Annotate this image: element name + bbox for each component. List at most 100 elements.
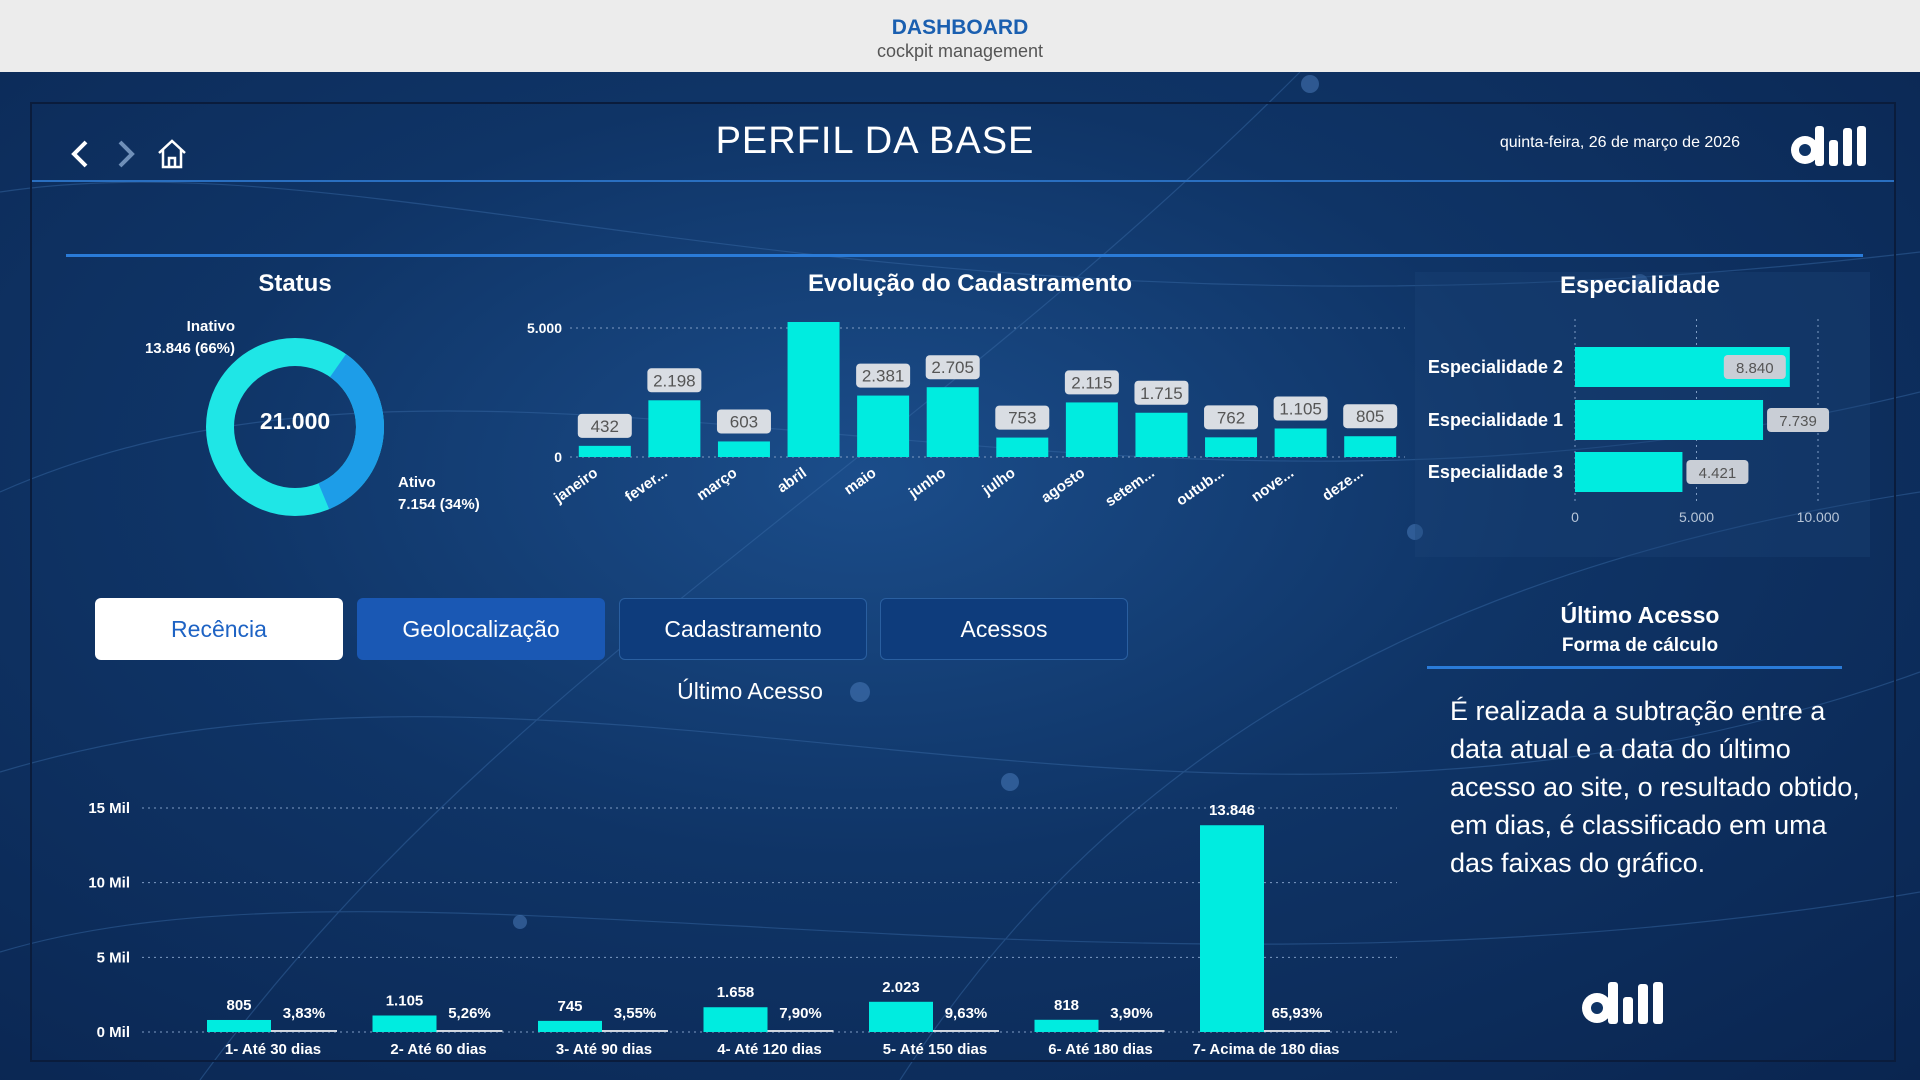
evo-value-label-box <box>577 413 632 438</box>
spec-value-label: 8.840 <box>1736 360 1774 377</box>
network-background <box>0 72 1920 1080</box>
section-divider <box>66 254 1863 257</box>
current-date: quinta-feira, 26 de março de 2026 <box>1499 134 1740 151</box>
tab-cadastramento[interactable]: Cadastramento <box>619 598 867 660</box>
evo-value-label: 805 <box>1356 407 1384 426</box>
spec-category-label: Especialidade 1 <box>1428 410 1563 430</box>
ativo-value: 7.154 (34%) <box>398 496 480 513</box>
evo-x-tick: deze... <box>1319 464 1366 504</box>
back-arrow-icon[interactable] <box>60 134 100 174</box>
spec-x-tick: 0 <box>1571 509 1579 525</box>
ua-value-label: 2.023 <box>882 979 920 996</box>
evo-bar <box>1065 402 1118 457</box>
evo-y-tick: 5.000 <box>527 322 562 336</box>
spec-value-label-box <box>1686 460 1749 484</box>
spec-value-label-box <box>1767 408 1830 432</box>
ultimo-acesso-chart-title: Último Acesso <box>677 678 823 704</box>
ativo-label: Ativo 7.154 (34%) <box>398 472 518 516</box>
ua-bar <box>1200 825 1264 1032</box>
dashboard-canvas: PERFIL DA BASE quinta-feira, 26 de março… <box>0 72 1920 1080</box>
evolucao-bar-chart: 05.000432janeiro2.198fever...603março5.4… <box>527 322 1405 510</box>
forward-arrow-icon[interactable] <box>106 134 146 174</box>
ua-value-label: 805 <box>226 997 251 1014</box>
ua-percent-label: 65,93% <box>1272 1005 1323 1022</box>
evo-value-label-box <box>1343 404 1398 429</box>
evo-value-label: 2.381 <box>862 367 905 386</box>
info-divider <box>1427 666 1842 669</box>
ua-x-tick: 6- Até 180 dias <box>1048 1041 1153 1058</box>
evo-value-label: 753 <box>1008 409 1036 428</box>
evo-x-tick: outub... <box>1173 464 1227 509</box>
app-titlebar: DASHBOARD cockpit management <box>0 0 1920 72</box>
ua-bar <box>372 1015 437 1032</box>
evo-x-tick: fever... <box>622 464 671 505</box>
status-title: Status <box>258 270 332 297</box>
spec-bar <box>1575 452 1683 492</box>
ua-x-tick: 5- Até 150 dias <box>883 1041 988 1058</box>
tab-recencia[interactable]: Recência <box>95 598 343 660</box>
evo-bar <box>787 322 840 457</box>
ua-percent-label: 3,83% <box>283 1005 326 1022</box>
evo-value-label-box <box>716 409 771 434</box>
spec-bar <box>1575 400 1764 440</box>
evo-x-tick: nove... <box>1248 464 1297 505</box>
ativo-name: Ativo <box>398 474 436 491</box>
evo-value-label-box <box>1064 370 1119 395</box>
evo-value-label-box <box>647 368 702 393</box>
ua-x-tick: 1- Até 30 dias <box>225 1041 321 1058</box>
evo-bar <box>1205 437 1258 457</box>
evo-value-label-box <box>995 405 1050 430</box>
especialidade-bar-chart: 0 5.000 10.000 Especialidade 2 8.840 Especial… <box>1428 319 1840 525</box>
tab-acessos[interactable]: Acessos <box>880 598 1128 660</box>
ua-y-tick: 0 Mil <box>97 1024 130 1041</box>
inativo-label: Inativo 13.846 (66%) <box>135 316 235 360</box>
evo-bar <box>996 437 1049 457</box>
ua-y-tick: 10 Mil <box>88 875 130 892</box>
evo-bar <box>717 441 770 457</box>
page-title: PERFIL DA BASE <box>715 120 1035 162</box>
ua-x-tick: 2- Até 60 dias <box>390 1041 486 1058</box>
status-total: 21.000 <box>259 408 331 434</box>
spec-x-tick: 10.000 <box>1797 509 1840 525</box>
evo-value-label-box <box>856 363 911 388</box>
spec-category-label: Especialidade 2 <box>1428 357 1563 377</box>
evo-value-label: 1.715 <box>1140 384 1183 403</box>
ua-y-tick: 5 Mil <box>97 949 130 966</box>
evo-value-label: 2.198 <box>653 371 696 390</box>
evo-value-label-box <box>1273 396 1328 421</box>
evo-value-label: 432 <box>591 417 619 436</box>
evo-value-label: 2.115 <box>1071 373 1112 392</box>
evo-x-tick: maio <box>841 464 879 498</box>
spec-x-tick: 5.000 <box>1679 509 1714 525</box>
info-title: Último Acesso <box>1560 602 1720 628</box>
especialidade-title: Especialidade <box>1559 272 1721 299</box>
evo-x-tick: março <box>694 464 741 504</box>
info-text: É realizada a subtração entre a data atu… <box>1450 696 1860 878</box>
spec-value-label-box <box>1723 355 1786 379</box>
ua-value-label: 13.846 <box>1209 802 1255 819</box>
evo-bar <box>926 387 979 457</box>
evo-x-tick: julho <box>979 464 1019 499</box>
ua-bar <box>869 1001 933 1032</box>
status-donut-chart <box>206 338 384 516</box>
home-icon[interactable] <box>152 134 192 174</box>
evo-value-label: 762 <box>1217 408 1245 427</box>
evo-y-tick: 0 <box>554 449 562 465</box>
ua-value-label: 1.105 <box>386 992 424 1009</box>
ua-percent-label: 7,90% <box>779 1005 822 1022</box>
ua-value-label: 745 <box>557 998 582 1015</box>
spec-value-label: 4.421 <box>1699 465 1737 482</box>
evo-x-tick: agosto <box>1038 464 1088 506</box>
app-subtitle: cockpit management <box>876 41 1044 61</box>
ua-y-tick: 15 Mil <box>88 800 130 817</box>
ua-x-tick: 7- Acima de 180 dias <box>1192 1041 1339 1058</box>
ua-bar <box>703 1007 768 1032</box>
evo-bar <box>1274 428 1327 457</box>
inativo-name: Inativo <box>186 318 235 335</box>
tab-geolocalizacao[interactable]: Geolocalização <box>357 598 605 660</box>
evolucao-title: Evolução do Cadastramento <box>807 270 1133 297</box>
ua-bar <box>207 1019 271 1032</box>
evo-x-tick: setem... <box>1102 464 1158 510</box>
evo-bar <box>648 400 701 457</box>
ua-percent-label: 5,26% <box>448 1005 491 1022</box>
